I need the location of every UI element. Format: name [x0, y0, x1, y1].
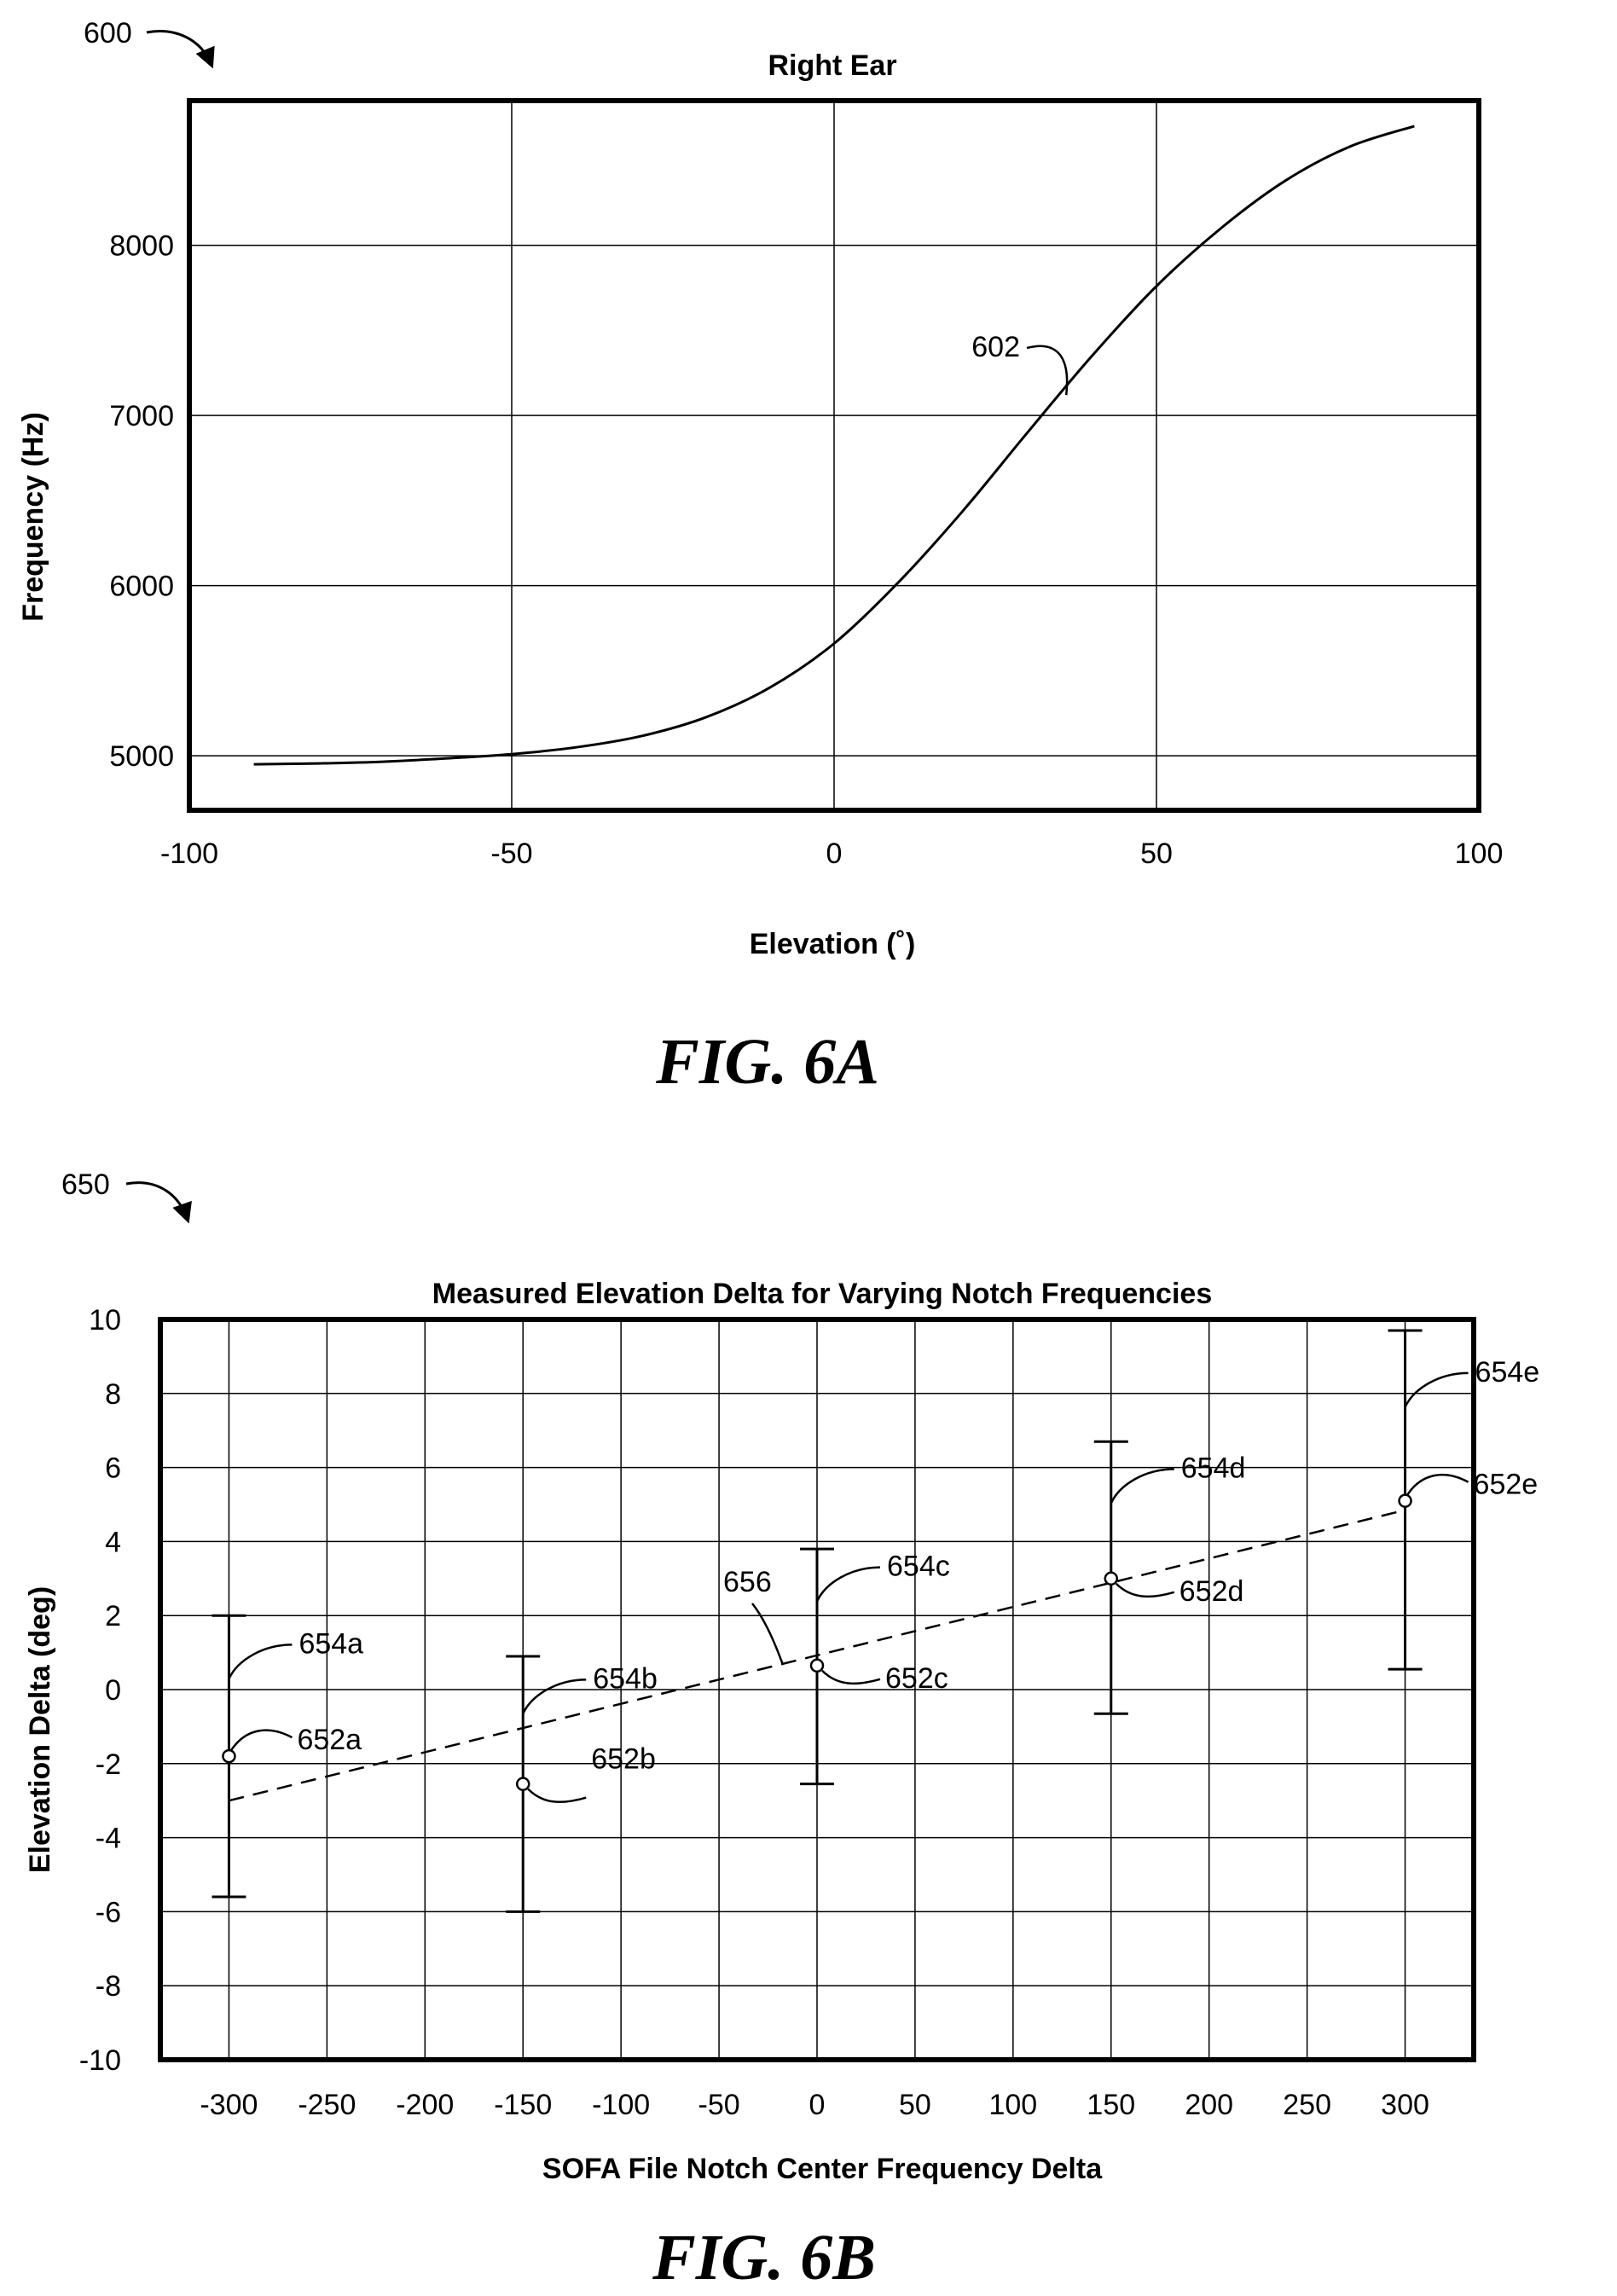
y-tick-label: -10	[79, 2044, 121, 2077]
chart-a-y-ticks: 5000 6000 7000 8000	[109, 230, 174, 774]
point-label-leader	[1405, 1473, 1469, 1497]
chart-b-title: Measured Elevation Delta for Varying Not…	[432, 1278, 1212, 1310]
error-bar-label: 654c	[887, 1551, 950, 1583]
y-tick-label: -2	[96, 1748, 121, 1781]
y-tick-label: 0	[105, 1674, 121, 1707]
error-bar-label: 654d	[1181, 1452, 1246, 1484]
figure-ref-650: 650	[61, 1168, 110, 1201]
chart-a-title: Right Ear	[768, 49, 896, 82]
figure-6b: 650 Measured Elevation Delta for Varying…	[24, 1168, 1539, 2293]
y-tick-label: -4	[96, 1823, 121, 1855]
y-tick-label: 6000	[109, 571, 174, 603]
error-bar-label: 654e	[1475, 1356, 1540, 1389]
data-point	[1104, 1571, 1119, 1586]
y-tick-label: 10	[89, 1304, 121, 1336]
y-tick-label: -8	[96, 1970, 121, 2003]
point-label: 652e	[1474, 1469, 1539, 1501]
x-tick-label: -300	[200, 2089, 258, 2121]
bar-label-leader	[522, 1679, 587, 1714]
data-point	[515, 1777, 530, 1791]
x-tick-label: 0	[809, 2089, 826, 2121]
point-label-leader	[527, 1788, 587, 1803]
error-bar-label: 654b	[593, 1662, 658, 1695]
bar-label-leader	[1110, 1468, 1174, 1505]
bar-label-leader	[1404, 1371, 1469, 1408]
chart-a-gridlines	[188, 101, 1480, 810]
point-label: 652d	[1179, 1575, 1244, 1608]
trend-ref-leader	[751, 1603, 785, 1666]
x-tick-label: 250	[1283, 2089, 1331, 2121]
y-tick-label: 7000	[109, 400, 174, 432]
y-tick-label: 6	[105, 1452, 121, 1485]
error-bar-label: 654a	[298, 1627, 363, 1660]
curve-ref-602: 602	[971, 331, 1020, 363]
x-tick-label: 150	[1087, 2089, 1135, 2121]
x-tick-label: 100	[1455, 838, 1504, 870]
chart-b-points	[222, 1493, 1412, 1791]
x-tick-label: -100	[160, 838, 218, 870]
bar-label-leader	[815, 1566, 881, 1603]
chart-a-series-line	[253, 125, 1415, 766]
x-tick-label: -200	[396, 2089, 454, 2121]
x-tick-label: 300	[1381, 2089, 1429, 2121]
data-point	[222, 1748, 236, 1764]
y-tick-label: 8000	[109, 230, 174, 263]
data-point	[809, 1658, 825, 1673]
figure-ref-600: 600	[84, 17, 132, 49]
point-label-leader	[229, 1729, 293, 1752]
y-tick-label: -6	[96, 1896, 121, 1928]
point-label-leader	[821, 1669, 881, 1685]
figure-6a-caption: FIG. 6A	[655, 1026, 879, 1098]
chart-b-x-axis-label: SOFA File Notch Center Frequency Delta	[542, 2153, 1103, 2185]
x-tick-label: -150	[494, 2089, 552, 2121]
point-label: 652c	[885, 1662, 948, 1695]
chart-b-point-labels: 652a 654a 652b 654b 652c 654c 652d 654d 652e 654e	[228, 1356, 1540, 1803]
figure-ref-arrow-icon	[146, 30, 215, 69]
y-tick-label: 2	[105, 1600, 121, 1632]
y-tick-label: 4	[105, 1526, 121, 1558]
curve-ref-leader	[1026, 345, 1069, 396]
x-tick-label: -100	[592, 2089, 650, 2121]
point-label: 652a	[297, 1724, 362, 1756]
y-tick-label: 5000	[109, 740, 174, 773]
x-tick-label: 50	[1140, 838, 1173, 870]
chart-b-y-axis-label: Elevation Delta (deg)	[24, 1586, 56, 1873]
chart-a-y-axis-label: Frequency (Hz)	[17, 412, 49, 622]
trend-ref-656: 656	[723, 1566, 772, 1598]
figure-6a: 600 Right Ear 5000 6000 7000 8000 -100 -50 0 5…	[17, 17, 1503, 1098]
x-tick-label: -50	[698, 2089, 740, 2121]
x-tick-label: -250	[298, 2089, 356, 2121]
chart-a-x-axis-label: Elevation (˚)	[750, 928, 916, 960]
chart-a-plot-frame	[187, 98, 1481, 813]
point-label-leader	[1115, 1582, 1175, 1598]
data-point	[1398, 1493, 1412, 1508]
chart-b-x-ticks: -300 -250 -200 -150 -100 -50 0 50 100 150 200 250 30…	[200, 2089, 1429, 2121]
figure-ref-arrow-icon	[125, 1181, 192, 1224]
bar-label-leader	[228, 1644, 293, 1679]
chart-b-plot-frame	[158, 1317, 1476, 2062]
x-tick-label: 0	[826, 838, 843, 870]
point-label: 652b	[591, 1743, 656, 1776]
x-tick-label: 50	[899, 2089, 931, 2121]
x-tick-label: 200	[1185, 2089, 1233, 2121]
chart-a-x-ticks: -100 -50 0 50 100	[160, 838, 1503, 870]
y-tick-label: 8	[105, 1378, 121, 1411]
x-tick-label: 100	[988, 2089, 1037, 2121]
chart-b-y-ticks: -10 -8 -6 -4 -2 0 2 4 6 8 10	[79, 1304, 121, 2077]
x-tick-label: -50	[490, 838, 532, 870]
figure-6b-caption: FIG. 6B	[652, 2222, 876, 2293]
